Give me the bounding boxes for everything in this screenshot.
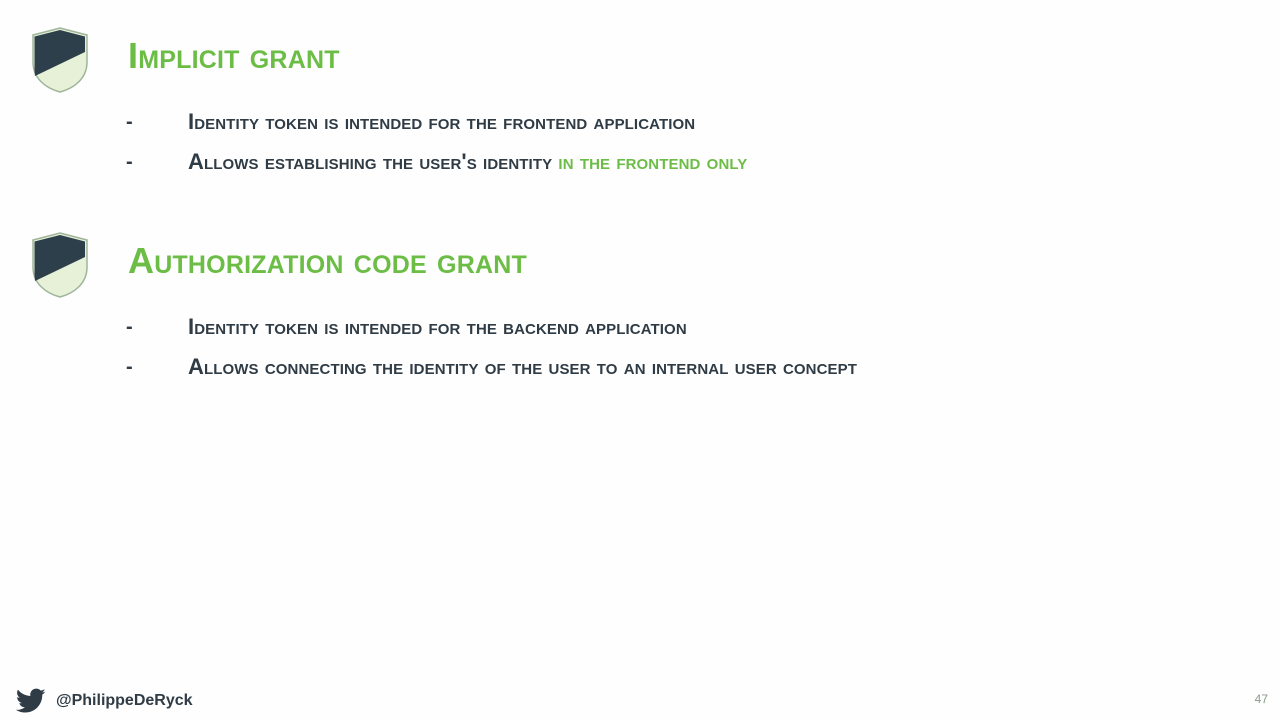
page-number: 47: [1254, 692, 1268, 706]
section-heading: Authorization code grant: [128, 240, 527, 281]
bullet-text-main: Identity token is intended for the backe…: [188, 314, 687, 339]
bullet-marker: -: [126, 111, 133, 133]
bullet-text-main: Allows connecting the identity of the us…: [188, 354, 858, 379]
footer-social: @PhilippeDeRyck: [16, 686, 193, 716]
bullet-text: Identity token is intended for the front…: [188, 102, 695, 142]
shield-icon: [32, 27, 88, 93]
bullet-text-main: Allows establishing the user's identity: [188, 149, 559, 174]
twitter-handle[interactable]: @PhilippeDeRyck: [56, 692, 193, 709]
shield-icon: [32, 232, 88, 298]
bullet-marker: -: [126, 356, 133, 378]
bullet-text: Allows connecting the identity of the us…: [188, 347, 857, 387]
bullet-marker: -: [126, 151, 133, 173]
bullet-text-main: Identity token is intended for the front…: [188, 109, 696, 134]
bullet-text: Identity token is intended for the backe…: [188, 307, 687, 347]
section-heading: Implicit grant: [128, 35, 340, 76]
twitter-icon[interactable]: [16, 688, 46, 714]
bullet-text: Allows establishing the user's identity …: [188, 142, 747, 182]
bullet-text-accent: in the frontend only: [558, 149, 748, 174]
bullet-marker: -: [126, 316, 133, 338]
